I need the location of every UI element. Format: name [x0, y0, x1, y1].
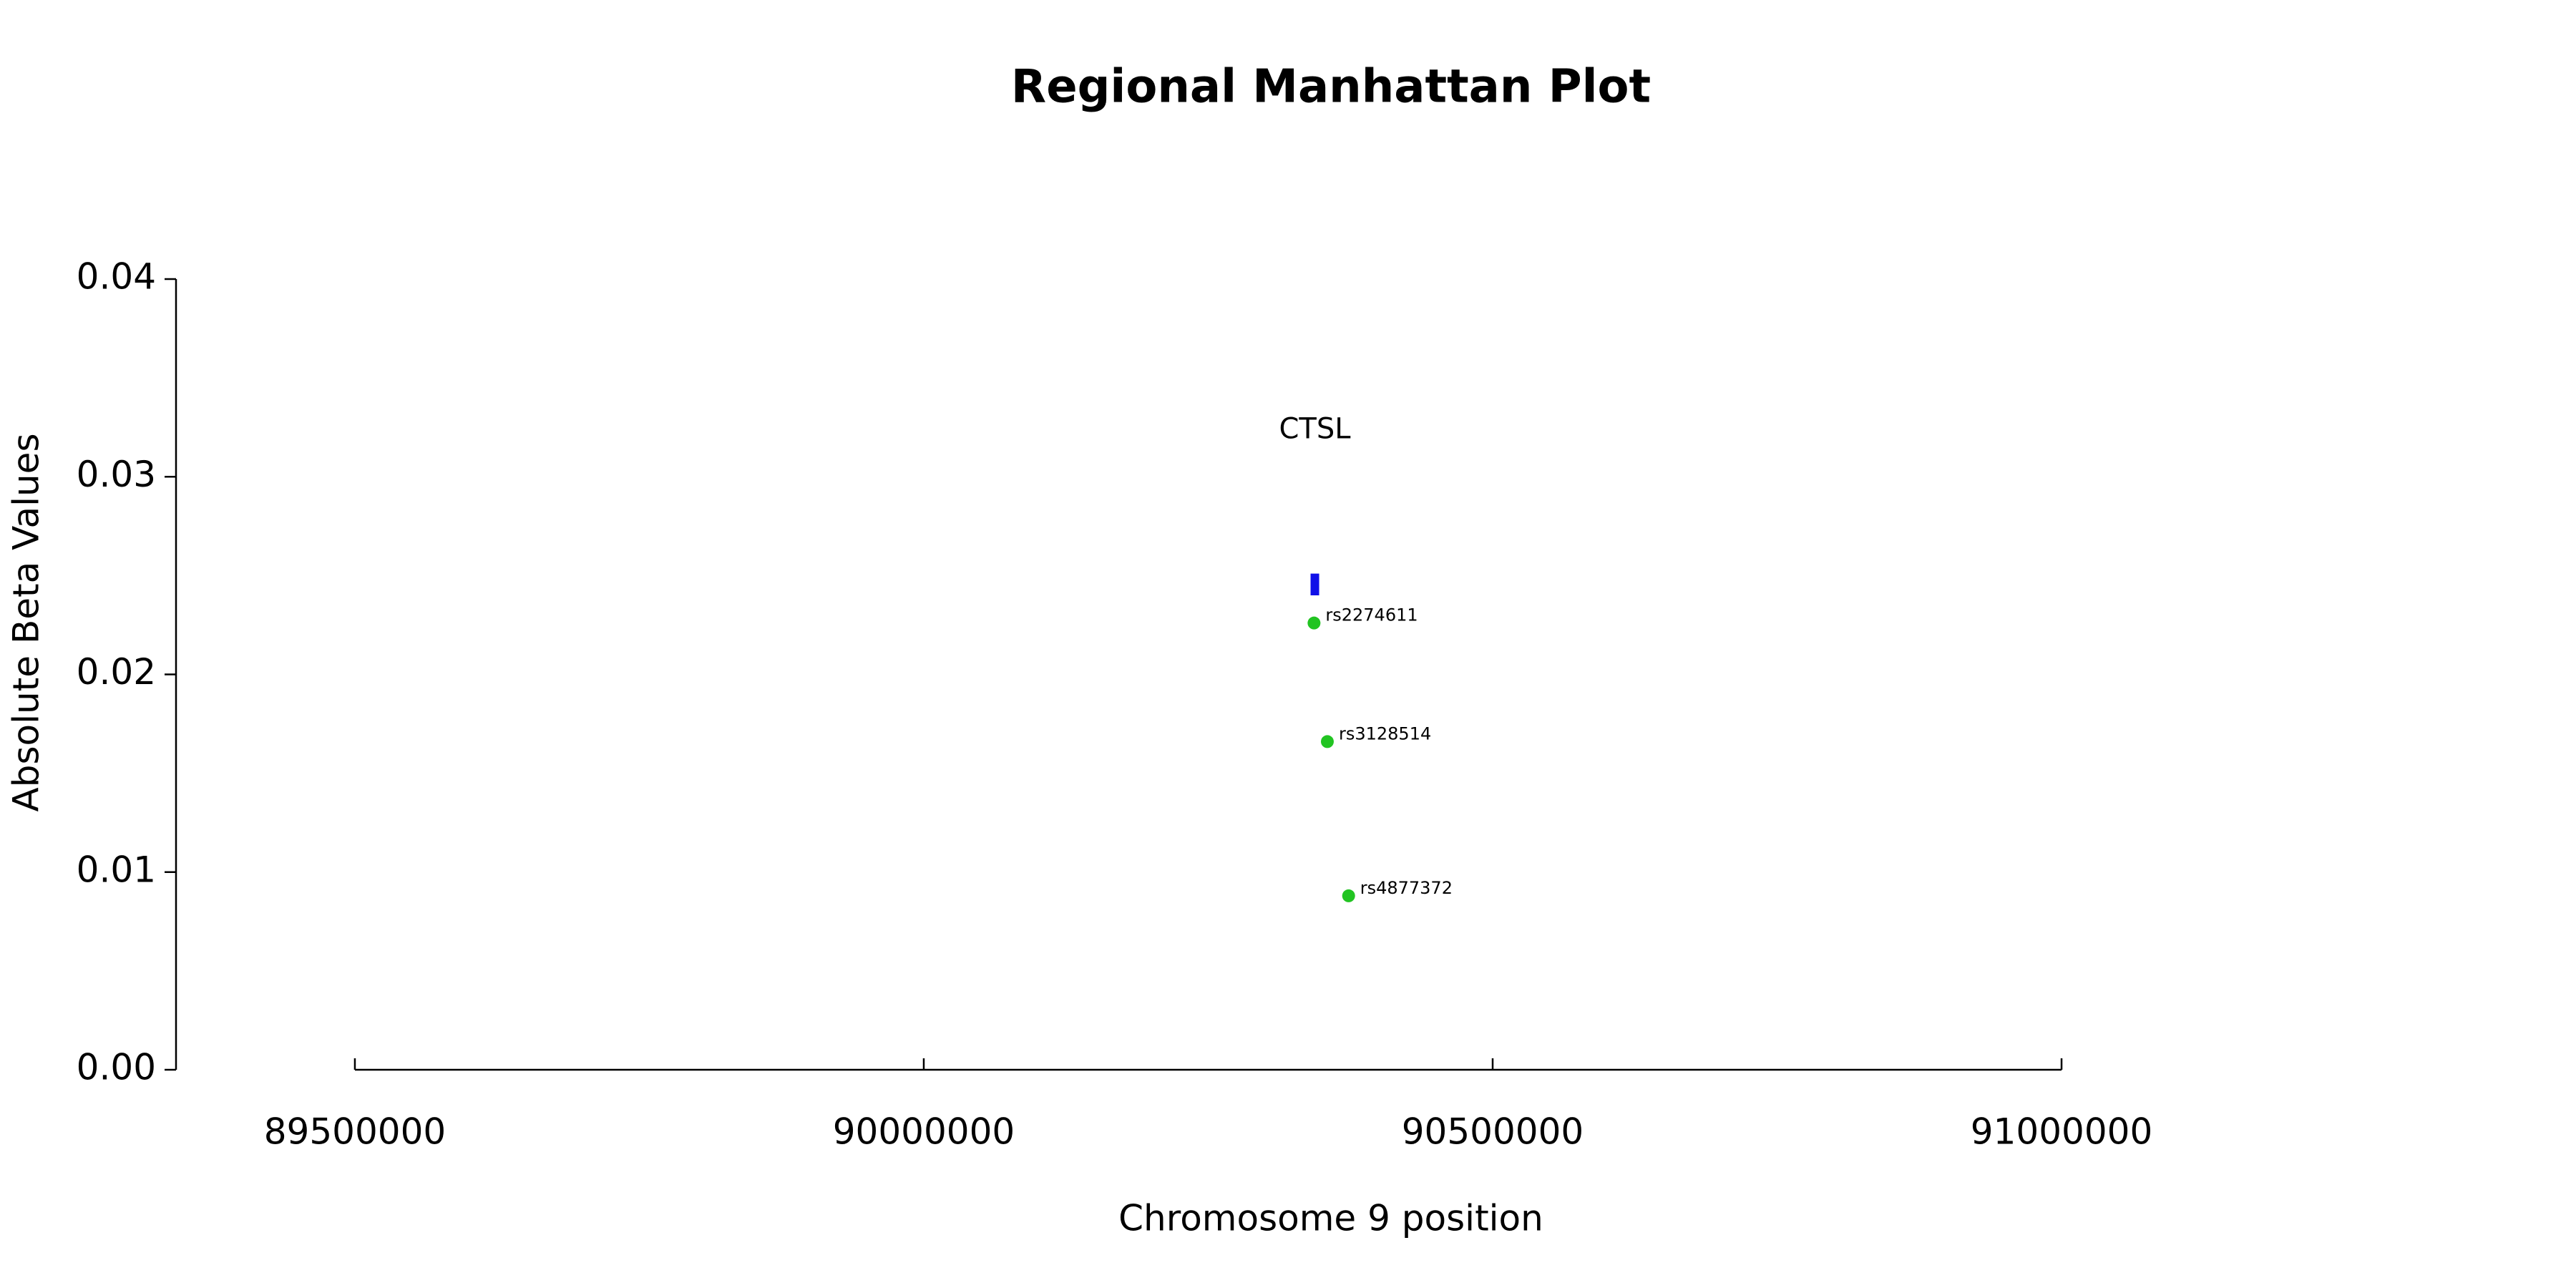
point — [1307, 616, 1321, 630]
point-label: rs3128514 — [1339, 723, 1431, 743]
y-axis-label: Absolute Beta Values — [6, 434, 47, 812]
y-tick-label: 0.02 — [77, 651, 156, 693]
point — [1342, 889, 1355, 902]
y-tick-label: 0.00 — [77, 1047, 156, 1088]
x-tick-label: 91000000 — [1971, 1111, 2153, 1153]
gene — [1310, 573, 1319, 595]
gene-label: CTSL — [1279, 413, 1352, 446]
x-tick-label: 89500000 — [264, 1111, 447, 1153]
y-tick-label: 0.03 — [77, 454, 156, 495]
x-tick-label: 90000000 — [833, 1111, 1015, 1153]
point-label: rs4877372 — [1360, 878, 1453, 898]
y-tick-label: 0.01 — [77, 849, 156, 890]
chart-title: Regional Manhattan Plot — [1011, 61, 1651, 114]
x-tick-label: 90500000 — [1402, 1111, 1584, 1153]
point — [1320, 735, 1334, 748]
x-axis-label: Chromosome 9 position — [1118, 1198, 1543, 1239]
y-tick-label: 0.04 — [77, 256, 156, 298]
point-label: rs2274611 — [1325, 605, 1418, 625]
